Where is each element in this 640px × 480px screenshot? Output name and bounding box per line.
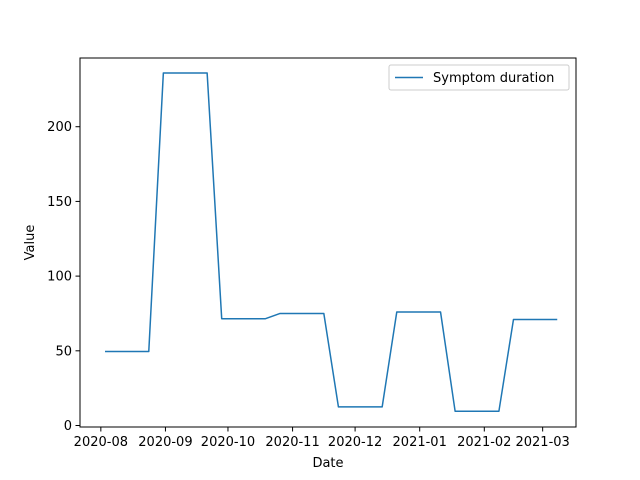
x-tick-label: 2021-01 xyxy=(393,435,447,450)
x-axis-label: Date xyxy=(312,456,343,471)
y-tick-label: 150 xyxy=(47,195,72,210)
legend-box xyxy=(388,64,570,91)
y-axis-label: Value xyxy=(23,225,38,261)
plot-area xyxy=(80,58,576,427)
legend: Symptom duration xyxy=(388,64,570,91)
x-tick-label: 2020-10 xyxy=(201,435,255,450)
x-tick-label: 2021-02 xyxy=(457,435,511,450)
y-tick-label: 0 xyxy=(64,419,72,434)
series-layer xyxy=(105,72,558,413)
y-tick-label: 100 xyxy=(47,270,72,285)
x-tick-label: 2020-11 xyxy=(265,435,319,450)
x-tick-label: 2020-12 xyxy=(328,435,382,450)
x-tick-label: 2021-03 xyxy=(515,435,569,450)
x-tick-label: 2020-08 xyxy=(74,435,128,450)
y-tick-label: 50 xyxy=(55,344,72,359)
legend-entry-label: Symptom duration xyxy=(433,71,554,86)
y-tick-label: 200 xyxy=(47,120,72,135)
plot-frame xyxy=(79,57,577,428)
axes-layer: 2020-08 2020-09 2020-10 2020-11 2020-12 2021-… xyxy=(47,120,570,450)
series-line-symptom-duration xyxy=(105,72,558,413)
x-tick-label: 2020-09 xyxy=(138,435,192,450)
